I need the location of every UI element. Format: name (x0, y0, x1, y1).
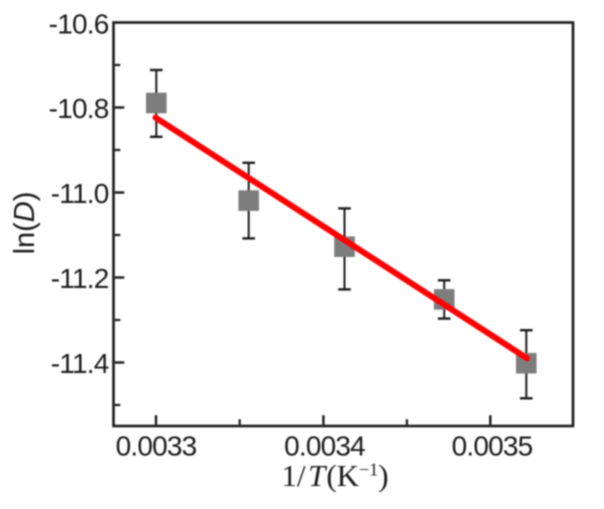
svg-text:1/T(K−1): 1/T(K−1) (281, 458, 388, 493)
svg-text:-10.8: -10.8 (49, 93, 109, 124)
svg-text:-11.2: -11.2 (51, 263, 109, 294)
svg-text:0.0034: 0.0034 (284, 431, 365, 462)
svg-text:0.0035: 0.0035 (452, 431, 533, 462)
svg-text:-11.0: -11.0 (51, 178, 109, 209)
svg-text:-11.4: -11.4 (51, 348, 109, 379)
svg-text:ln(D): ln(D) (9, 192, 41, 255)
svg-text:0.0033: 0.0033 (116, 431, 197, 462)
svg-text:-10.6: -10.6 (49, 9, 109, 40)
